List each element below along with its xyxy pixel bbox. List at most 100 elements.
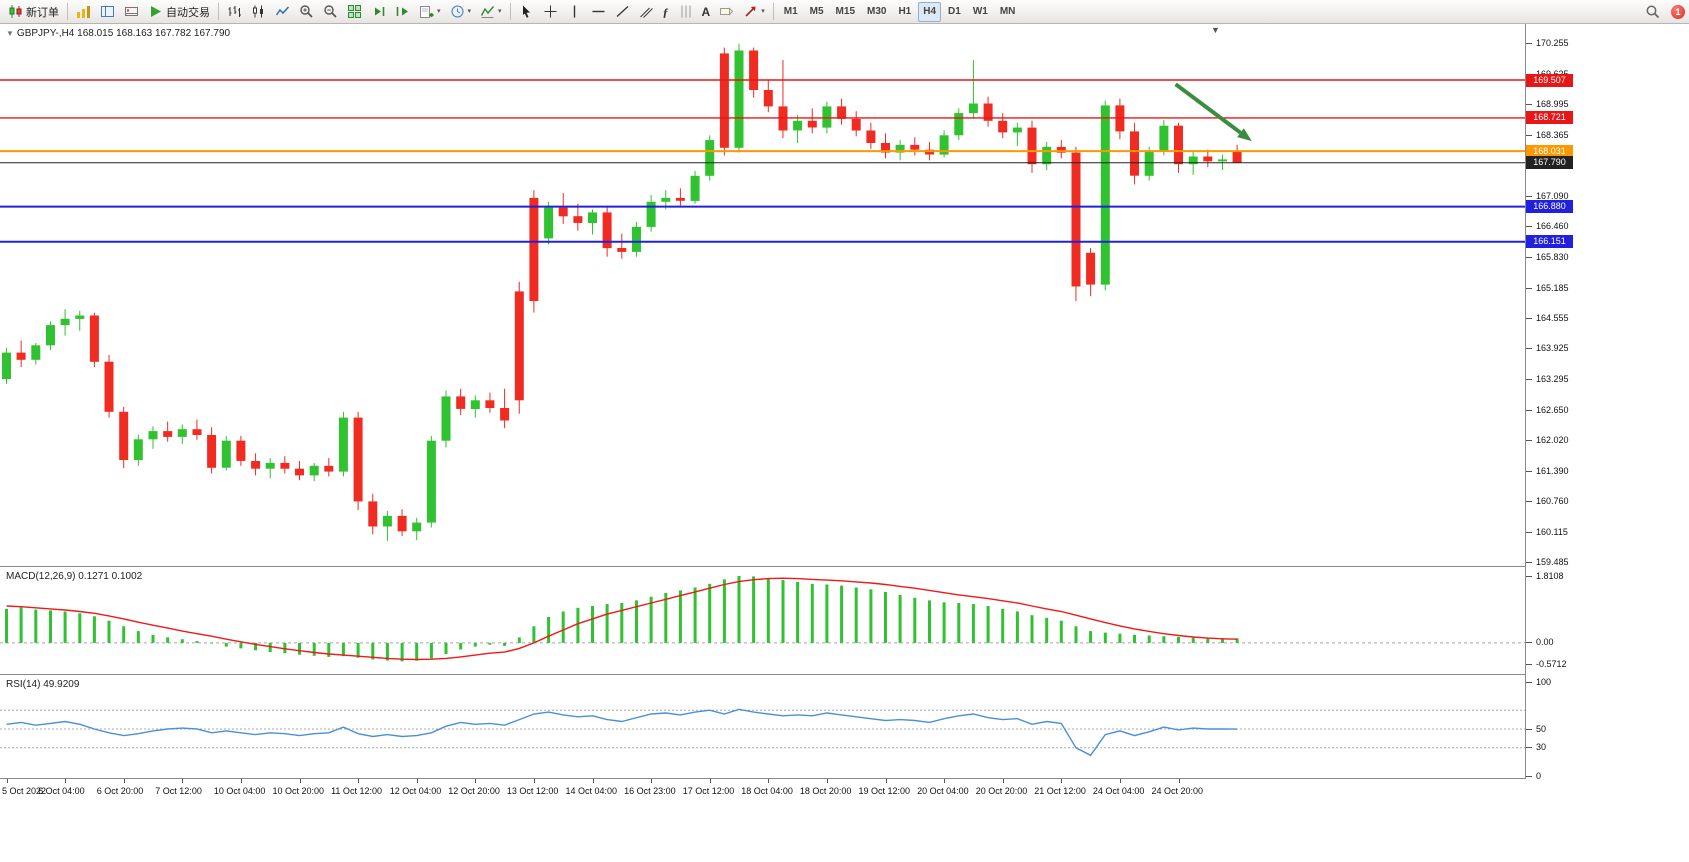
autotrading-button[interactable]: 自动交易 [144,2,214,22]
macd-axis-tick-label: 0.00 [1536,637,1554,648]
candle-body [192,429,202,435]
terminal-button[interactable] [120,2,143,22]
candle-body [734,50,744,148]
navigator-button[interactable] [96,2,119,22]
toolbar-separator [218,3,219,20]
chart-shift-marker[interactable]: ▼ [1211,25,1220,35]
candle-body [690,175,700,201]
candle-body [1218,159,1227,162]
market-watch-button[interactable] [72,2,95,22]
trend-arrow-annotation[interactable] [1174,82,1242,135]
timeframe-m5-button[interactable]: M5 [805,2,829,22]
candle-body [485,400,495,408]
price-axis-tick-label: 167.090 [1536,190,1569,201]
new-order-button[interactable]: 新订单 [4,2,63,22]
time-axis-label: 6 Oct 20:00 [96,786,144,796]
candle-body [148,431,158,440]
rsi-indicator-label: RSI(14) 49.9209 [6,679,79,690]
text-button[interactable]: A [698,2,715,22]
candlestick-chart-button[interactable] [247,2,270,22]
horizontal-line-button[interactable] [587,2,610,22]
fibonacci-icon: ƒ [662,4,669,19]
indicators-button[interactable]: ▾ [476,2,506,22]
price-axis-tick-label: 165.830 [1536,251,1569,262]
price-line-label: 169.507 [1526,73,1573,87]
channel-button[interactable] [635,2,658,22]
pane-separator[interactable] [0,566,1689,567]
macd-axis-tick [1526,575,1532,577]
candle-body [309,465,319,476]
candle-body [514,291,524,401]
timeframe-mn-button[interactable]: MN [995,2,1021,22]
timeframe-h4-button[interactable]: H4 [918,1,942,22]
profiles-button[interactable]: ▾ [446,2,476,22]
price-axis-tick-label: 163.295 [1536,373,1569,384]
macd-pane [0,576,1525,662]
chart-title: ▼ GBPJPY-,H4 168.015 168.163 167.782 167.… [6,28,230,39]
time-axis-tick [944,779,946,783]
profiles-icon [451,5,464,18]
candle-body [1086,252,1096,285]
autotrading-label: 自动交易 [166,6,210,19]
trendline-button[interactable] [611,2,634,22]
cycle-lines-button[interactable] [674,2,697,22]
line-chart-button[interactable] [271,2,294,22]
zoom-out-button[interactable] [319,2,342,22]
price-axis-tick-label: 159.485 [1536,557,1569,568]
candle-body [89,315,99,362]
candle-body [280,462,290,469]
text-label-icon [720,7,734,16]
timeframe-m15-button[interactable]: M15 [831,2,860,22]
rsi-axis-tick-label: 100 [1536,676,1552,687]
candle-body [675,197,685,201]
search-button[interactable] [1641,2,1664,22]
arrows-button[interactable]: ▾ [739,2,769,22]
candle-body [1071,152,1081,287]
vertical-line-button[interactable] [563,2,586,22]
crosshair-button[interactable] [539,2,562,22]
time-axis-label: 7 Oct 12:00 [155,786,202,796]
price-axis-tick-label: 168.365 [1536,129,1569,140]
timeframe-m1-button[interactable]: M1 [779,2,803,22]
chart-shift-icon [396,7,408,16]
timeframe-w1-button[interactable]: W1 [968,2,993,22]
timeframe-h1-button[interactable]: H1 [893,2,916,22]
candle-body [588,212,597,223]
timeframe-m30-button[interactable]: M30 [862,2,891,22]
notification-badge[interactable]: 1 [1671,4,1685,19]
price-axis[interactable]: 170.255169.625168.995168.365167.735167.0… [1526,24,1689,862]
time-axis-label: 18 Oct 20:00 [799,786,852,796]
time-axis-label: 10 Oct 04:00 [213,786,266,796]
toolbar-separator [67,3,68,20]
timeframe-d1-button[interactable]: D1 [943,2,966,22]
candle-body [983,103,993,121]
time-axis-tick [592,779,594,783]
time-axis-label: 17 Oct 12:00 [682,786,735,796]
candle-body [1027,127,1037,165]
candle-body [353,417,363,502]
new-chart-button[interactable]: ▾ [415,2,445,22]
tile-windows-button[interactable] [343,2,366,22]
chart-shift-button[interactable] [391,2,414,22]
auto-scroll-button[interactable] [367,2,390,22]
pane-separator[interactable] [0,674,1689,675]
candle-body [851,118,861,131]
trend-arrow-head[interactable] [1237,128,1252,142]
time-axis[interactable]: 5 Oct 2022 6 Oct 04:00 6 Oct 20:00 7 Oct 12… [0,778,1689,800]
time-axis-label: 12 Oct 04:00 [389,786,442,796]
bar-chart-button[interactable] [223,2,246,22]
time-axis-tick [182,779,184,783]
price-axis-tick [1526,470,1532,472]
price-axis-tick-label: 162.020 [1536,435,1569,446]
collapse-triangle-icon[interactable]: ▼ [6,29,14,38]
time-axis-label: 21 Oct 12:00 [1034,786,1086,796]
text-label-button[interactable] [715,2,738,22]
fibonacci-button[interactable]: ƒ [659,2,673,22]
zoom-in-button[interactable] [295,2,318,22]
arrow-tool-icon [745,6,756,17]
time-axis-label: 12 Oct 20:00 [448,786,500,796]
candle-body [338,417,348,472]
candle-body [104,361,114,412]
candle-body [251,461,261,469]
cursor-button[interactable] [515,2,538,22]
